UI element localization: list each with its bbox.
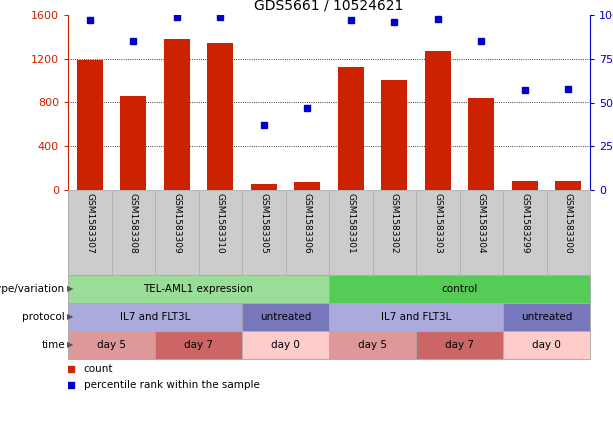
Bar <box>416 331 503 359</box>
Text: GSM1583305: GSM1583305 <box>259 192 268 253</box>
Bar <box>294 182 321 190</box>
Bar <box>68 303 242 331</box>
Text: IL7 and FLT3L: IL7 and FLT3L <box>381 312 451 322</box>
Bar <box>164 39 190 190</box>
Text: GSM1583306: GSM1583306 <box>303 192 312 253</box>
Text: GSM1583300: GSM1583300 <box>564 192 573 253</box>
Bar <box>242 331 329 359</box>
Text: TEL-AML1 expression: TEL-AML1 expression <box>143 284 254 294</box>
Bar <box>503 303 590 331</box>
Text: ▶: ▶ <box>67 313 74 321</box>
Bar <box>251 184 277 190</box>
Text: day 5: day 5 <box>358 340 387 350</box>
Text: GSM1583307: GSM1583307 <box>85 192 94 253</box>
Text: GSM1583301: GSM1583301 <box>346 192 356 253</box>
Text: GSM1583299: GSM1583299 <box>520 192 529 253</box>
Text: percentile rank within the sample: percentile rank within the sample <box>83 380 259 390</box>
Text: day 0: day 0 <box>271 340 300 350</box>
Bar <box>68 275 329 303</box>
Text: GSM1583308: GSM1583308 <box>129 192 138 253</box>
Bar <box>329 275 590 303</box>
Text: control: control <box>441 284 478 294</box>
Bar <box>555 181 581 190</box>
Text: day 7: day 7 <box>184 340 213 350</box>
Text: day 5: day 5 <box>97 340 126 350</box>
Text: GSM1583310: GSM1583310 <box>216 192 225 253</box>
Text: day 0: day 0 <box>532 340 561 350</box>
Bar <box>381 80 407 190</box>
Bar <box>338 68 364 190</box>
Text: ▶: ▶ <box>67 341 74 349</box>
Bar <box>207 44 234 190</box>
Text: GSM1583302: GSM1583302 <box>390 192 398 253</box>
Bar <box>329 331 416 359</box>
Text: ▶: ▶ <box>67 285 74 294</box>
Text: day 7: day 7 <box>445 340 474 350</box>
Text: time: time <box>41 340 65 350</box>
Bar <box>512 181 538 190</box>
Text: untreated: untreated <box>521 312 572 322</box>
Text: count: count <box>83 364 113 374</box>
Bar <box>329 303 503 331</box>
Bar <box>68 331 155 359</box>
Text: GSM1583303: GSM1583303 <box>433 192 442 253</box>
Bar <box>242 303 329 331</box>
Bar <box>77 60 103 190</box>
Text: genotype/variation: genotype/variation <box>0 284 65 294</box>
Text: untreated: untreated <box>260 312 311 322</box>
Bar <box>503 331 590 359</box>
Text: GSM1583309: GSM1583309 <box>172 192 181 253</box>
Bar <box>468 98 494 190</box>
Bar <box>120 96 147 190</box>
Text: GSM1583304: GSM1583304 <box>477 192 485 253</box>
Text: IL7 and FLT3L: IL7 and FLT3L <box>120 312 190 322</box>
Text: protocol: protocol <box>22 312 65 322</box>
Bar <box>155 331 242 359</box>
Bar <box>425 51 451 190</box>
Title: GDS5661 / 10524621: GDS5661 / 10524621 <box>254 0 404 12</box>
